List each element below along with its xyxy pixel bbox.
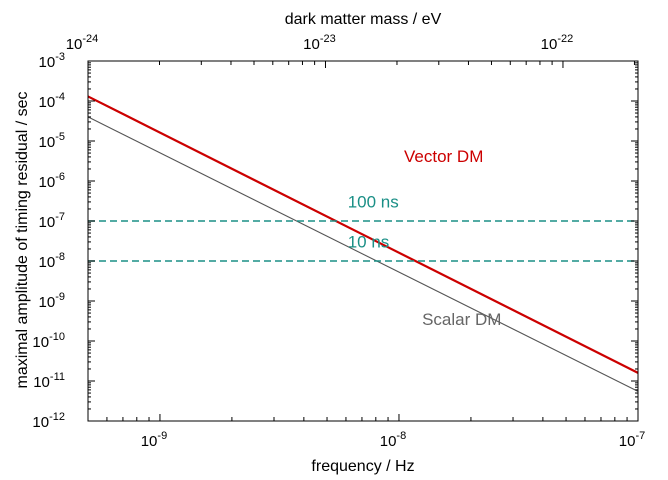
- tick-label: 10-23: [303, 33, 336, 53]
- y-axis-label: maximal amplitude of timing residual / s…: [14, 91, 31, 388]
- tick-label: 10-22: [541, 33, 574, 53]
- annotation-label: Vector DM: [404, 147, 483, 166]
- tick-labels: 10-3 10-4 10-5 10-6 10-7 10-8 10-9 10-10 10-11 10…: [32, 33, 645, 450]
- tick-label: 10-5: [39, 131, 65, 151]
- x-axis-label: frequency / Hz: [311, 458, 414, 475]
- annotation-label: Scalar DM: [422, 310, 501, 329]
- tick-label: 10-4: [39, 91, 65, 111]
- annotation-label: 100 ns: [348, 192, 399, 211]
- tick-label: 10-7: [39, 211, 65, 231]
- series-line-vector-dm: [87, 95, 639, 374]
- tick-label: 10-11: [33, 371, 65, 391]
- tick-label: 10-10: [32, 331, 65, 351]
- tick-label: 10-9: [39, 291, 65, 311]
- annotation-label: 10 ns: [348, 232, 390, 251]
- plot-lines: [87, 95, 639, 392]
- tick-label: 10-8: [380, 430, 406, 450]
- ticks: [87, 60, 639, 422]
- tick-label: 10-8: [39, 251, 65, 271]
- tick-label: 10-7: [619, 430, 645, 450]
- x2-axis-label: dark matter mass / eV: [285, 11, 442, 28]
- tick-label: 10-3: [39, 51, 65, 71]
- tick-label: 10-6: [39, 171, 65, 191]
- plot-frame: [87, 60, 639, 422]
- tick-label: 10-9: [141, 430, 167, 450]
- annotations: Vector DM Scalar DM 100 ns 10 ns: [348, 147, 502, 329]
- series-line-scalar-dm: [87, 116, 639, 392]
- tick-label: 10-24: [66, 33, 99, 53]
- tick-label: 10-12: [32, 411, 65, 431]
